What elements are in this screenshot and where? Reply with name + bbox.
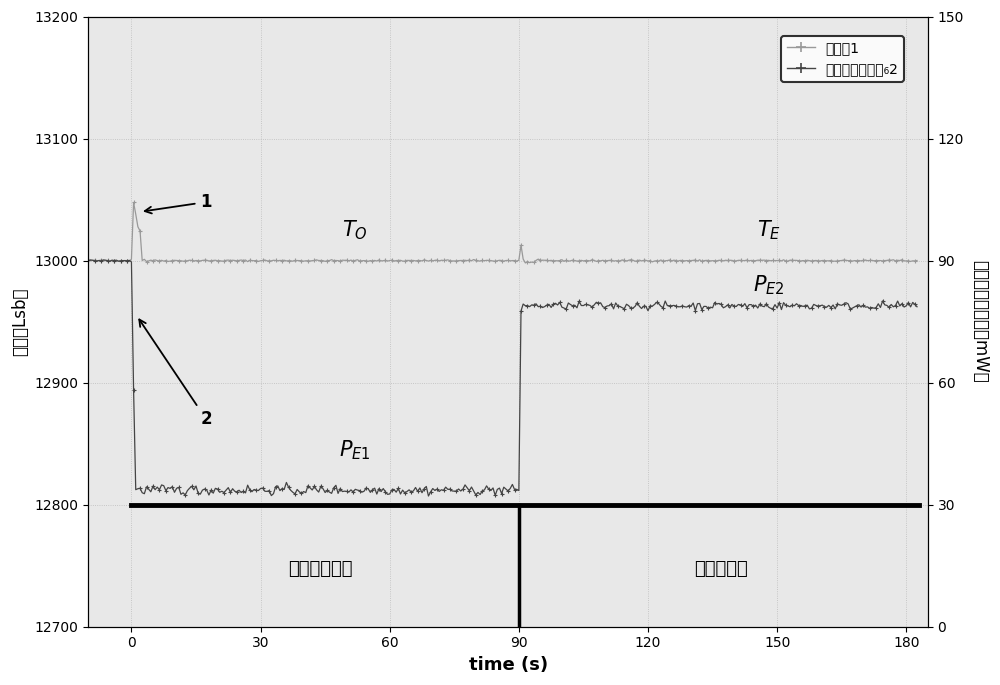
Text: 电定标阶段: 电定标阶段 — [694, 560, 748, 577]
新方法1 — [911, 256, 923, 264]
Text: $T_E$: $T_E$ — [757, 219, 781, 242]
加热功率采样値₆2 — [575, 301, 587, 310]
新方法1 — [846, 257, 858, 265]
加热功率采样値₆2 — [414, 484, 426, 492]
加热功率采样値₆2 — [679, 303, 691, 311]
加热功率采样値₆2 — [85, 256, 97, 264]
加热功率采样値₆2 — [911, 303, 923, 311]
X-axis label: time (s): time (s) — [469, 656, 548, 674]
Text: 1: 1 — [145, 193, 212, 214]
加热功率采样値₆2 — [422, 492, 434, 500]
Line: 加热功率采样値₆2: 加热功率采样値₆2 — [86, 258, 919, 499]
新方法1 — [773, 256, 785, 264]
新方法1 — [82, 256, 94, 264]
新方法1 — [519, 259, 531, 267]
Text: $T_O$: $T_O$ — [342, 219, 368, 242]
加热功率采样値₆2 — [846, 304, 858, 312]
Text: $P_{E1}$: $P_{E1}$ — [339, 438, 371, 462]
Line: 新方法1: 新方法1 — [86, 200, 919, 265]
Text: 2: 2 — [139, 319, 212, 428]
Legend: 新方法1, 加热功率采样値₆2: 新方法1, 加热功率采样値₆2 — [781, 36, 904, 82]
新方法1 — [679, 257, 691, 265]
新方法1 — [414, 256, 426, 264]
新方法1 — [128, 199, 140, 207]
加热功率采样値₆2 — [82, 256, 94, 264]
Y-axis label: 加热功率采样値（mW）: 加热功率采样値（mW） — [971, 260, 989, 383]
Y-axis label: 腔温（Lsb）: 腔温（Lsb） — [11, 288, 29, 356]
Text: $P_{E2}$: $P_{E2}$ — [753, 273, 784, 297]
加热功率采样値₆2 — [532, 303, 544, 311]
新方法1 — [532, 255, 544, 263]
加热功率采样値₆2 — [773, 299, 785, 307]
新方法1 — [575, 256, 587, 264]
Text: 辐射观测阶段: 辐射观测阶段 — [289, 560, 353, 577]
